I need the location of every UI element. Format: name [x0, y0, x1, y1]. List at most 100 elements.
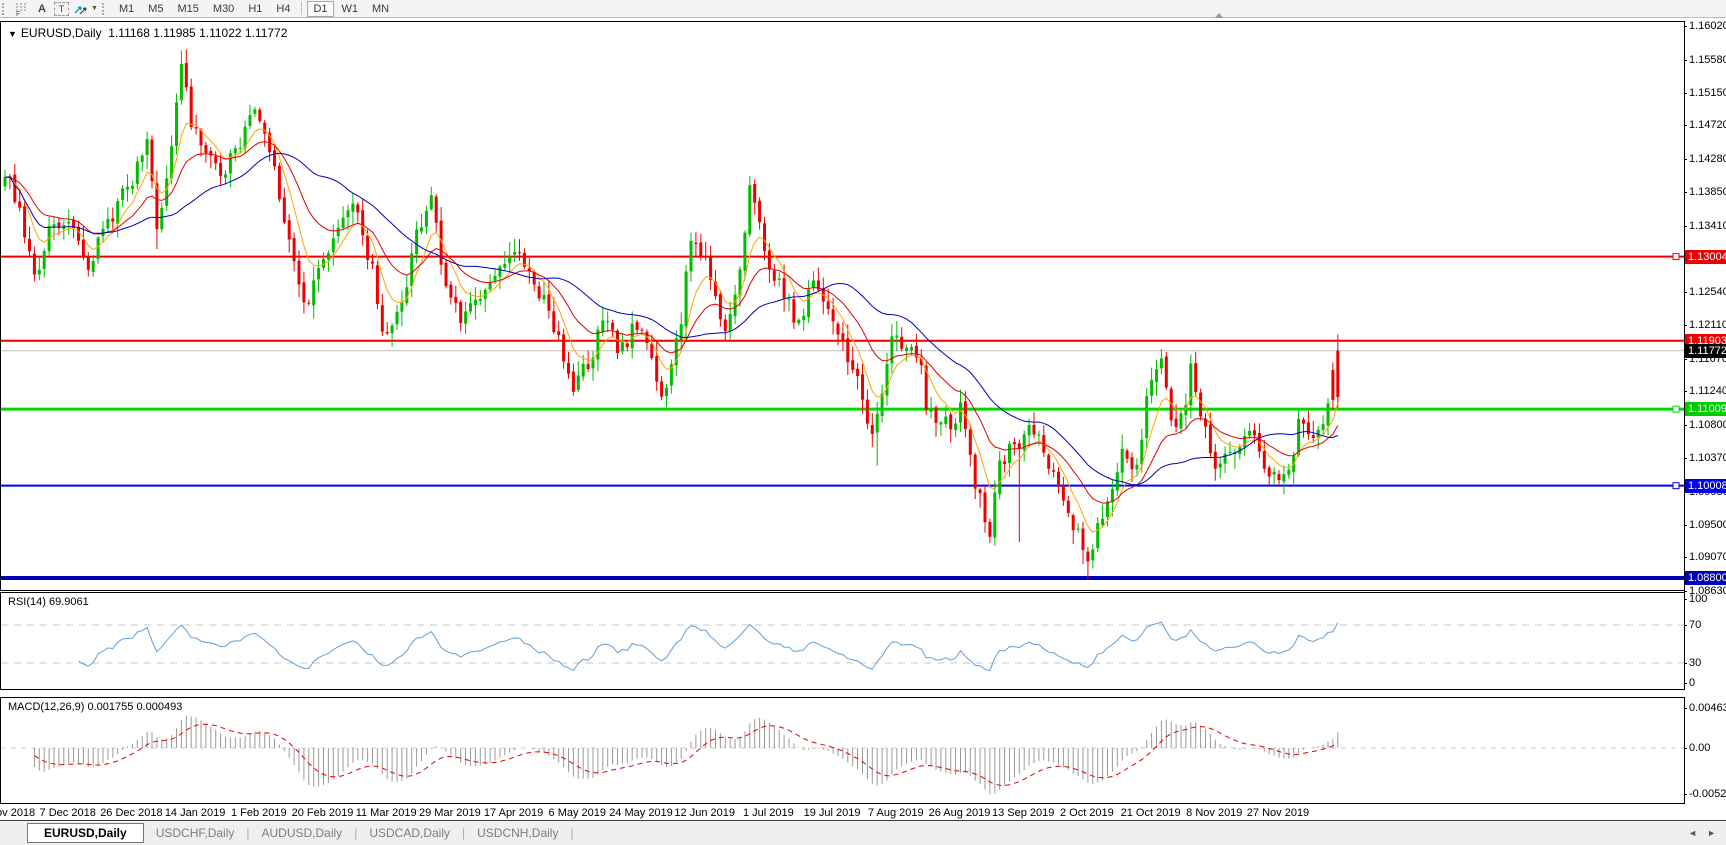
tab-scroll-right-icon[interactable]: ► — [1707, 828, 1716, 838]
annotate-a-button[interactable]: A — [38, 2, 46, 15]
ohlc-close: 1.11772 — [244, 26, 288, 40]
price-tick-label: 100 — [1689, 593, 1708, 605]
timeframe-button-h1[interactable]: H1 — [248, 2, 263, 15]
timeframe-button-m1[interactable]: M1 — [118, 2, 135, 15]
timeframe-button-m5[interactable]: M5 — [148, 2, 164, 15]
timeframe-buttons: M1 M5 M15 M30 H1 H4 D1 W1 MN — [112, 0, 396, 17]
price-tick-label: 1.12540 — [1689, 286, 1726, 298]
ohlc-open: 1.11168 — [108, 26, 150, 40]
date-tick-label: 26 Dec 2018 — [100, 807, 163, 819]
ohlc-low: 1.11022 — [199, 26, 242, 40]
price-badge: 1.11772 — [1685, 344, 1726, 358]
timeframe-button-h4[interactable]: H4 — [276, 2, 291, 15]
axis-tick-mark — [1684, 708, 1687, 709]
date-tick-label: 6 May 2019 — [548, 807, 607, 819]
price-tick-label: 1.09070 — [1689, 551, 1726, 563]
price-tick-label: 1.10370 — [1689, 452, 1726, 464]
price-tick-label: 1.15580 — [1689, 54, 1726, 66]
axis-tick-mark — [1684, 359, 1687, 360]
macd-main-value: 0.001755 — [87, 701, 134, 713]
price-tick-label: 1.13850 — [1689, 186, 1726, 198]
line-handle[interactable] — [1672, 253, 1680, 261]
axis-tick-mark — [1684, 458, 1687, 459]
macd-panel[interactable]: MACD(12,26,9) 0.001755 0.000493 — [0, 697, 1685, 804]
tab-separator: | — [354, 826, 358, 840]
axis-tick-mark — [1684, 159, 1687, 160]
date-tick-label: 14 Jan 2019 — [164, 807, 226, 819]
price-badge: 1.13004 — [1685, 250, 1726, 264]
axis-tick-mark — [1684, 192, 1687, 193]
indicator-grid-f-icon[interactable]: F — [14, 1, 30, 16]
date-tick-label: 7 Aug 2019 — [867, 807, 924, 819]
price-tick-label: -0.005295 — [1689, 788, 1726, 800]
timeframe-button-w1[interactable]: W1 — [341, 2, 359, 15]
text-label-button[interactable]: T — [54, 1, 69, 16]
chart-workspace: ▼ EURUSD,Daily 1.11168 1.11985 1.11022 1.… — [0, 18, 1726, 820]
cursor-tools-button[interactable]: ▼ — [73, 1, 98, 16]
date-tick-label: 26 Aug 2019 — [928, 807, 991, 819]
date-tick-label: 19 Nov 2018 — [0, 807, 36, 819]
date-tick-label: 21 Oct 2019 — [1120, 807, 1181, 819]
date-tick-label: 19 Jul 2019 — [803, 807, 861, 819]
chart-tab-usdcnh[interactable]: USDCNH,Daily — [477, 826, 559, 840]
price-tick-label: 1.08630 — [1689, 585, 1726, 597]
price-badge: 1.08800 — [1685, 571, 1726, 585]
chart-tab-audusd[interactable]: AUDUSD,Daily — [261, 826, 343, 840]
axis-tick-mark — [1684, 625, 1687, 626]
chart-shift-marker[interactable] — [1213, 13, 1225, 20]
chart-symbol-label: EURUSD,Daily — [20, 26, 102, 40]
date-tick-label: 24 May 2019 — [609, 807, 673, 819]
date-tick-label: 29 Mar 2019 — [419, 807, 481, 819]
timeframe-button-d1[interactable]: D1 — [307, 0, 334, 17]
price-badge: 1.11009 — [1685, 402, 1726, 416]
chart-title: ▼ EURUSD,Daily 1.11168 1.11985 1.11022 1.… — [8, 26, 287, 40]
macd-signal-value: 0.000493 — [136, 701, 183, 713]
axis-tick-mark — [1684, 663, 1687, 664]
axis-tick-mark — [1684, 794, 1687, 795]
date-tick-label: 12 Jun 2019 — [674, 807, 735, 819]
chart-tab-eurusd[interactable]: EURUSD,Daily — [27, 823, 144, 843]
axis-tick-mark — [1684, 325, 1687, 326]
price-tick-label: 1.14720 — [1689, 119, 1726, 131]
rsi-panel[interactable]: RSI(14) 69.9061 — [0, 592, 1685, 690]
date-tick-label: 13 Sep 2019 — [991, 807, 1055, 819]
dot-grid-icon: F — [16, 2, 26, 16]
price-badge: 1.10008 — [1685, 479, 1726, 493]
macd-plot[interactable] — [1, 698, 1684, 803]
rsi-value: 69.9061 — [48, 596, 89, 608]
price-tick-label: 1.11240 — [1689, 385, 1726, 397]
price-tick-label: 0 — [1689, 677, 1696, 689]
date-tick-label: 11 Mar 2019 — [355, 807, 417, 819]
chart-tab-usdcad[interactable]: USDCAD,Daily — [369, 826, 450, 840]
top-toolbar: F A T ▼ M1 M5 M15 M30 H1 H4 D1 W1 MN — [0, 0, 1726, 18]
timeframe-button-m15[interactable]: M15 — [177, 2, 199, 15]
axis-tick-mark — [1684, 425, 1687, 426]
date-tick-label: 7 Dec 2018 — [39, 807, 96, 819]
axis-tick-mark — [1684, 226, 1687, 227]
tab-scroll-left-icon[interactable]: ◄ — [1688, 828, 1698, 838]
chart-tab-usdchf[interactable]: USDCHF,Daily — [155, 826, 235, 840]
line-handle[interactable] — [1672, 405, 1680, 413]
date-tick-label: 8 Nov 2019 — [1186, 807, 1243, 819]
toolbar-separator — [301, 2, 303, 15]
price-tick-label: 1.13410 — [1689, 220, 1726, 232]
axis-tick-mark — [1684, 683, 1687, 684]
macd-label: MACD(12,26,9) 0.001755 0.000493 — [8, 701, 183, 713]
date-tick-label: 1 Feb 2019 — [230, 807, 287, 819]
date-tick-label: 17 Apr 2019 — [483, 807, 544, 819]
collapse-caret-icon[interactable]: ▼ — [8, 29, 17, 39]
dropdown-caret-icon: ▼ — [91, 5, 98, 12]
price-tick-label: 1.14280 — [1689, 153, 1726, 165]
line-handle[interactable] — [1672, 482, 1680, 490]
price-tick-label: 1.09500 — [1689, 519, 1726, 531]
price-tick-label: 0.00463 — [1689, 702, 1726, 714]
axis-tick-mark — [1684, 26, 1687, 27]
price-chart-panel[interactable]: ▼ EURUSD,Daily 1.11168 1.11985 1.11022 1.… — [0, 21, 1685, 591]
timeframe-button-mn[interactable]: MN — [372, 2, 390, 15]
price-tick-label: 70 — [1689, 619, 1702, 631]
price-tick-label: 1.16020 — [1689, 20, 1726, 32]
timeframe-button-m30[interactable]: M30 — [212, 2, 235, 15]
rsi-plot[interactable] — [1, 593, 1684, 689]
candlestick-chart[interactable] — [1, 22, 1684, 590]
